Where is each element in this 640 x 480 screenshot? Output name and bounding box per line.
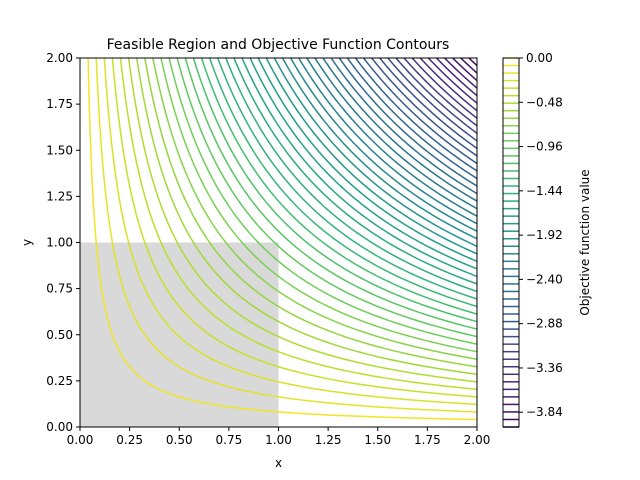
colorbar-tick-label: −2.88 — [526, 317, 563, 331]
y-tick-label: 1.00 — [46, 236, 73, 250]
colorbar-tick-label: −2.40 — [526, 272, 563, 286]
contour-line — [160, 57, 478, 353]
contour-line — [387, 57, 478, 142]
y-tick-label: 1.75 — [46, 97, 73, 111]
colorbar-tick-label: 0.00 — [526, 51, 553, 65]
contour-line — [225, 57, 478, 293]
contour-line — [119, 57, 478, 391]
contour-line — [168, 57, 478, 345]
colorbar-label: Objective function value — [578, 169, 592, 315]
contour-line — [127, 57, 478, 383]
colorbar-frame — [502, 57, 520, 428]
y-axis: 0.00 0.25 0.50 0.75 1.00 1.25 1.50 1.75 2.00 — [46, 51, 80, 434]
contour-line — [403, 57, 478, 127]
contour-line — [103, 57, 478, 406]
contour-line — [87, 57, 478, 421]
x-tick-label: 1.25 — [315, 433, 342, 447]
y-tick-label: 1.25 — [46, 189, 73, 203]
contour-line — [144, 57, 478, 368]
x-axis-label: x — [275, 456, 282, 470]
x-tick-label: 2.00 — [464, 433, 491, 447]
contour-line — [468, 57, 478, 67]
x-tick-label: 1.50 — [364, 433, 391, 447]
feasible-region — [80, 242, 279, 427]
contour-line — [395, 57, 478, 134]
contour-line — [200, 57, 478, 315]
x-tick-label: 0.25 — [116, 433, 143, 447]
x-tick-label: 0.50 — [166, 433, 193, 447]
contour-line — [273, 57, 478, 247]
contour-line — [419, 57, 478, 112]
contour-line — [184, 57, 478, 330]
y-tick-label: 1.50 — [46, 143, 73, 157]
contour-line — [306, 57, 478, 217]
plot-area — [79, 57, 478, 428]
contour-line — [135, 57, 478, 376]
contour-line — [435, 57, 478, 97]
contour-line — [460, 57, 478, 74]
y-axis-label: y — [20, 239, 34, 246]
colorbar-tick-label: −3.84 — [526, 405, 563, 419]
colorbar-tick-label: −0.48 — [526, 95, 563, 109]
x-tick-label: 1.00 — [265, 433, 292, 447]
colorbar-tick-label: −1.92 — [526, 228, 563, 242]
contour-line — [241, 57, 478, 278]
contour-line — [257, 57, 478, 263]
contour-line — [411, 57, 478, 119]
x-axis: 0.00 0.25 0.50 0.75 1.00 1.25 1.50 1.75 2.00 — [67, 427, 491, 447]
colorbar-tick-label: −1.44 — [526, 184, 563, 198]
colorbar: 0.00 −0.48 −0.96 −1.44 −1.92 −2.40 −2.88 −3.36 −… — [502, 51, 563, 428]
contour-line — [452, 57, 478, 82]
contour-line — [192, 57, 478, 323]
contour-line — [371, 57, 478, 157]
contour-line — [362, 57, 478, 165]
contour-line — [111, 57, 478, 398]
colorbar-tick-label: −3.36 — [526, 361, 563, 375]
contour-line — [290, 57, 478, 232]
contour-line — [152, 57, 478, 360]
contour-line — [346, 57, 478, 180]
y-tick-label: 0.00 — [46, 420, 73, 434]
contour-line — [354, 57, 478, 172]
colorbar-tick-label: −0.96 — [526, 140, 563, 154]
contour-line — [265, 57, 478, 255]
contour-line — [314, 57, 478, 210]
y-tick-label: 0.75 — [46, 282, 73, 296]
contour-line — [176, 57, 478, 338]
contour-line — [379, 57, 478, 149]
contour-line — [338, 57, 478, 187]
contour-line — [249, 57, 478, 270]
contour-line — [233, 57, 478, 285]
x-tick-label: 1.75 — [414, 433, 441, 447]
y-tick-label: 2.00 — [46, 51, 73, 65]
contour-line — [330, 57, 478, 195]
contour-line — [322, 57, 478, 202]
x-tick-label: 0.75 — [216, 433, 243, 447]
contour-line — [427, 57, 478, 104]
contour-line — [281, 57, 478, 240]
contour-line — [444, 57, 478, 89]
y-tick-label: 0.25 — [46, 374, 73, 388]
contour-line — [95, 57, 478, 413]
contour-line — [298, 57, 478, 225]
chart-title: Feasible Region and Objective Function C… — [107, 37, 450, 53]
contour-line — [208, 57, 478, 308]
x-tick-label: 0.00 — [67, 433, 94, 447]
contour-line — [217, 57, 478, 300]
y-tick-label: 0.50 — [46, 328, 73, 342]
